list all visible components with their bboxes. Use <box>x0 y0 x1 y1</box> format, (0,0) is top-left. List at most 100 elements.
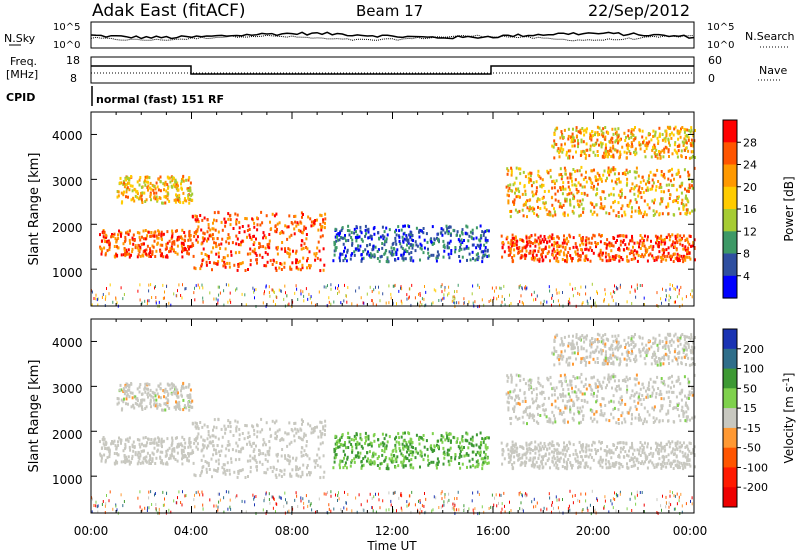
velocity-point <box>166 404 169 408</box>
power-point <box>684 146 687 150</box>
power-point <box>215 245 218 249</box>
power-point <box>240 262 243 266</box>
power-point <box>566 236 568 240</box>
power-clutter-point <box>358 286 360 290</box>
power-point <box>269 220 271 224</box>
power-point <box>684 138 687 142</box>
power-point <box>589 136 592 140</box>
power-point <box>409 235 412 239</box>
power-point <box>654 173 657 177</box>
power-point <box>621 214 624 218</box>
velocity-point <box>687 377 690 381</box>
power-point <box>256 258 258 262</box>
velocity-point <box>193 441 196 445</box>
power-point <box>629 239 632 243</box>
velocity-point <box>613 444 616 447</box>
power-point <box>348 229 351 233</box>
power-point <box>689 211 691 215</box>
velocity-point <box>291 468 294 472</box>
power-point <box>562 148 565 152</box>
power-point <box>171 242 174 246</box>
power-point <box>484 229 487 233</box>
velocity-point <box>637 416 640 420</box>
power-point <box>625 151 628 155</box>
power-point <box>275 230 278 234</box>
power-point <box>591 130 593 134</box>
power-point <box>238 226 241 230</box>
velocity-point <box>530 448 532 451</box>
power-clutter-point <box>474 300 476 304</box>
power-point <box>384 251 387 255</box>
velocity-point <box>214 435 217 439</box>
velocity-point <box>641 451 644 454</box>
velocity-point <box>128 395 131 399</box>
power-point <box>638 142 641 146</box>
velocity-point <box>164 408 167 412</box>
power-point <box>641 253 644 257</box>
velocity-point <box>613 464 615 468</box>
velocity-point <box>177 442 180 446</box>
velocity-point <box>511 440 514 444</box>
power-clutter-point <box>139 283 141 287</box>
velocity-point <box>534 440 537 444</box>
power-point <box>370 255 373 259</box>
power-point <box>448 241 451 245</box>
velocity-point <box>672 467 675 470</box>
velocity-point <box>685 401 687 405</box>
velocity-point <box>563 373 566 377</box>
velocity-point <box>195 436 198 440</box>
power-clutter-point <box>253 288 255 292</box>
power-point <box>201 218 204 222</box>
power-point <box>630 187 633 190</box>
power-point <box>237 243 240 247</box>
power-point <box>160 230 163 234</box>
power-clutter-point <box>453 300 455 304</box>
velocity-point <box>171 386 174 390</box>
velocity-point <box>298 466 301 470</box>
power-clutter-point <box>272 299 274 303</box>
power-clutter-point <box>631 285 633 289</box>
velocity-point <box>178 400 181 404</box>
velocity-point <box>640 402 643 406</box>
power-point <box>245 217 248 221</box>
power-point <box>310 220 313 224</box>
power-point <box>630 128 633 131</box>
velocity-point <box>582 417 585 421</box>
cpid-label: CPID <box>6 91 35 104</box>
velocity-point <box>649 451 652 455</box>
power-point <box>406 243 408 247</box>
power-point <box>619 150 622 154</box>
power-point <box>661 138 664 142</box>
velocity-point <box>306 473 308 477</box>
velocity-point <box>509 449 512 453</box>
power-point <box>660 190 663 194</box>
velocity-point <box>680 445 683 449</box>
power-point <box>138 231 141 235</box>
velocity-point <box>262 443 265 447</box>
power-point <box>684 245 687 249</box>
power-clutter-point <box>680 285 682 289</box>
power-point <box>563 166 566 170</box>
power-clutter-point <box>236 287 238 291</box>
power-point <box>395 242 398 246</box>
velocity-point <box>537 443 540 447</box>
noise-search-trace <box>90 34 695 42</box>
power-point <box>180 182 182 186</box>
power-point <box>235 222 238 226</box>
power-point <box>262 236 265 240</box>
power-point <box>153 234 156 238</box>
power-point <box>660 240 663 244</box>
power-point <box>610 192 613 196</box>
velocity-point <box>208 441 211 445</box>
velocity-point <box>601 397 604 401</box>
power-point <box>663 255 666 258</box>
power-clutter-point <box>604 292 606 296</box>
velocity-point <box>662 458 665 462</box>
power-point <box>693 258 696 262</box>
power-point <box>554 254 557 258</box>
velocity-point <box>676 459 679 463</box>
power-point <box>155 195 158 199</box>
power-clutter-point <box>481 298 483 302</box>
velocity-point <box>207 464 210 467</box>
power-point <box>642 215 645 219</box>
